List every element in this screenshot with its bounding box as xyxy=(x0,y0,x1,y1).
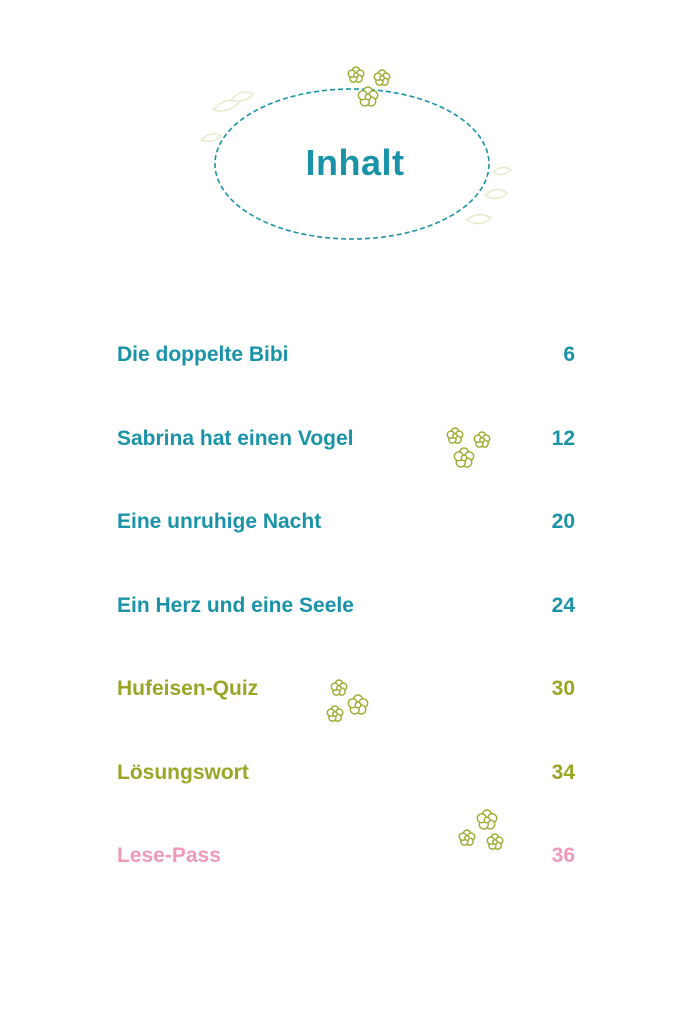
toc-entry[interactable]: Lösungswort 34 xyxy=(117,753,575,837)
page-title: Inhalt xyxy=(305,142,405,183)
toc-entry[interactable]: Eine unruhige Nacht 20 xyxy=(117,502,575,586)
flower-cluster-icon xyxy=(458,809,504,850)
toc-entry[interactable]: Ein Herz und eine Seele 24 xyxy=(117,586,575,670)
toc-entry-page: 12 xyxy=(551,426,575,450)
title-oval xyxy=(199,88,513,240)
flower-cluster-icon xyxy=(326,679,369,722)
toc-entry[interactable]: Lese-Pass 36 xyxy=(117,836,575,920)
toc-entry[interactable]: Sabrina hat einen Vogel 12 xyxy=(117,419,575,503)
flower-cluster-icon xyxy=(446,427,491,468)
toc-entry-page: 24 xyxy=(551,593,575,617)
toc-entry[interactable]: Die doppelte Bibi 6 xyxy=(117,335,575,419)
title-frame: Inhalt xyxy=(195,60,515,260)
toc-entry-page: 34 xyxy=(551,760,575,784)
toc-entry-page: 6 xyxy=(563,343,575,366)
flower-cluster-icon xyxy=(347,66,391,107)
toc-entry-title: Lese-Pass xyxy=(117,844,221,867)
toc-entry-title: Hufeisen-Quiz xyxy=(117,677,259,700)
toc-entry[interactable]: Hufeisen-Quiz 30 xyxy=(117,669,575,753)
toc-entry-page: 20 xyxy=(551,510,575,533)
toc-entry-title: Lösungswort xyxy=(117,760,249,784)
toc-entry-title: Eine unruhige Nacht xyxy=(117,510,322,533)
toc-entry-title: Sabrina hat einen Vogel xyxy=(117,426,354,450)
toc-entry-page: 36 xyxy=(551,844,575,867)
toc-entry-title: Ein Herz und eine Seele xyxy=(117,593,354,617)
table-of-contents: Die doppelte Bibi 6 Sabrina hat einen Vo… xyxy=(117,335,575,920)
leaf-decoration-icon xyxy=(199,91,513,225)
toc-entry-page: 30 xyxy=(551,677,575,700)
toc-entry-title: Die doppelte Bibi xyxy=(117,343,289,366)
